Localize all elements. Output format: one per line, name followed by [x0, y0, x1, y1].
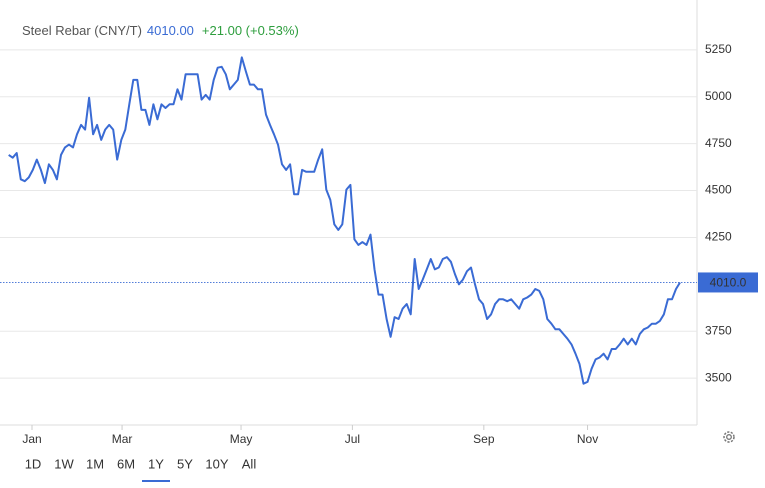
range-button-label: 6M: [117, 456, 135, 471]
settings-icon[interactable]: [723, 431, 735, 443]
range-button[interactable]: 1M: [81, 452, 109, 478]
x-tick-label: Jul: [345, 432, 360, 446]
y-tick-label: 3500: [705, 370, 732, 384]
range-button-label: 10Y: [205, 456, 228, 471]
range-button-label: 1W: [54, 456, 74, 471]
range-button[interactable]: All: [235, 452, 263, 478]
change: +21.00 (+0.53%): [202, 23, 299, 38]
y-tick-label: 4750: [705, 136, 732, 150]
range-button-label: All: [242, 456, 257, 471]
y-tick-label: 5000: [705, 89, 732, 103]
y-tick-label: 5250: [705, 42, 732, 56]
y-tick-label: 3750: [705, 323, 732, 337]
last-price-label: 4010.0: [710, 276, 747, 290]
range-button-label: 1D: [25, 456, 42, 471]
instrument-name: Steel Rebar (CNY/T): [22, 23, 142, 38]
x-tick-label: May: [230, 432, 253, 446]
x-tick-label: Nov: [577, 432, 598, 446]
range-button-label: 5Y: [177, 456, 193, 471]
price-line: [8, 56, 681, 385]
range-button[interactable]: 1W: [50, 452, 78, 478]
range-button[interactable]: 5Y: [171, 452, 199, 478]
range-button[interactable]: 10Y: [203, 452, 231, 478]
x-tick-label: Sep: [473, 432, 495, 446]
y-tick-label: 4500: [705, 183, 732, 197]
y-tick-label: 4250: [705, 230, 732, 244]
range-button-label: 1M: [86, 456, 104, 471]
range-button[interactable]: 1D: [19, 452, 47, 478]
range-selected-underline: [142, 480, 170, 482]
header: Steel Rebar (CNY/T) 4010.00 +21.00 (+0.53%…: [22, 23, 299, 38]
x-tick-label: Mar: [112, 432, 133, 446]
range-button-label: 1Y: [148, 456, 164, 471]
price: 4010.00: [147, 23, 194, 38]
range-button[interactable]: 1Y: [142, 452, 170, 482]
range-button[interactable]: 6M: [112, 452, 140, 478]
x-tick-label: Jan: [22, 432, 41, 446]
last-price-box: [698, 272, 758, 293]
